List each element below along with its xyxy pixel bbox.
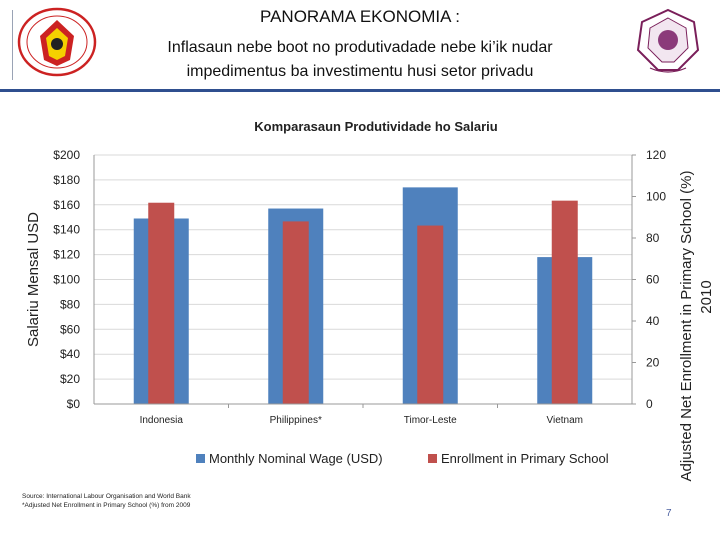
y-tick-label: $140 [53, 223, 80, 237]
y-right-tick-label: 40 [646, 314, 660, 328]
x-tick-label: Vietnam [546, 415, 583, 426]
y-tick-label: $60 [60, 322, 80, 336]
y-axis-label: Salariu Mensal USD [25, 212, 42, 347]
page-subtitle: Inflasaun nebe boot no produtivadade neb… [100, 36, 620, 84]
x-tick-label: Timor-Leste [404, 415, 457, 426]
y-right-tick-label: 120 [646, 148, 666, 162]
ministry-emblem-logo [628, 2, 708, 82]
y-right-axis-label: Adjusted Net Enrollment in Primary Schoo… [678, 171, 695, 482]
y-right-axis-label-year: 2010 [698, 280, 715, 313]
y-tick-label: $80 [60, 297, 80, 311]
bar-enrollment [282, 221, 309, 404]
page-number: 7 [666, 508, 672, 519]
bar-enrollment [417, 225, 444, 404]
subtitle-line-2: impedimentus ba investimentu husi setor … [186, 63, 534, 80]
header-divider-left [12, 10, 13, 80]
y-tick-label: $40 [60, 347, 80, 361]
page-title: PANORAMA EKONOMIA : [260, 7, 460, 26]
y-right-tick-label: 60 [646, 273, 660, 287]
x-tick-label: Indonesia [140, 415, 184, 426]
y-tick-label: $20 [60, 372, 80, 386]
bar-enrollment [551, 200, 578, 404]
y-right-tick-label: 0 [646, 397, 653, 411]
y-right-tick-label: 80 [646, 231, 660, 245]
government-seal-logo [12, 2, 102, 87]
source-line-1: Source: International Labour Organisatio… [22, 493, 191, 500]
y-tick-label: $100 [53, 273, 80, 287]
source-line-2: *Adjusted Net Enrollment in Primary Scho… [22, 502, 191, 509]
x-tick-label: Philippines* [270, 415, 322, 426]
y-tick-label: $120 [53, 248, 80, 262]
legend-label-wage: Monthly Nominal Wage (USD) [209, 451, 383, 466]
y-right-tick-label: 100 [646, 190, 666, 204]
y-tick-label: $160 [53, 198, 80, 212]
subtitle-line-1: Inflasaun nebe boot no produtivadade neb… [167, 39, 553, 56]
legend-swatch-wage [196, 454, 205, 463]
bar-enrollment [148, 202, 175, 404]
y-right-tick-label: 20 [646, 356, 660, 370]
legend-label-enrollment: Enrollment in Primary School [441, 451, 609, 466]
y-tick-label: $0 [67, 397, 81, 411]
chart-title: Komparasaun Produtividade ho Salariu [254, 119, 497, 134]
source-note: Source: International Labour Organisatio… [22, 492, 191, 510]
legend-swatch-enrollment [428, 454, 437, 463]
y-tick-label: $180 [53, 173, 80, 187]
header-rule [0, 89, 720, 92]
y-tick-label: $200 [53, 148, 80, 162]
